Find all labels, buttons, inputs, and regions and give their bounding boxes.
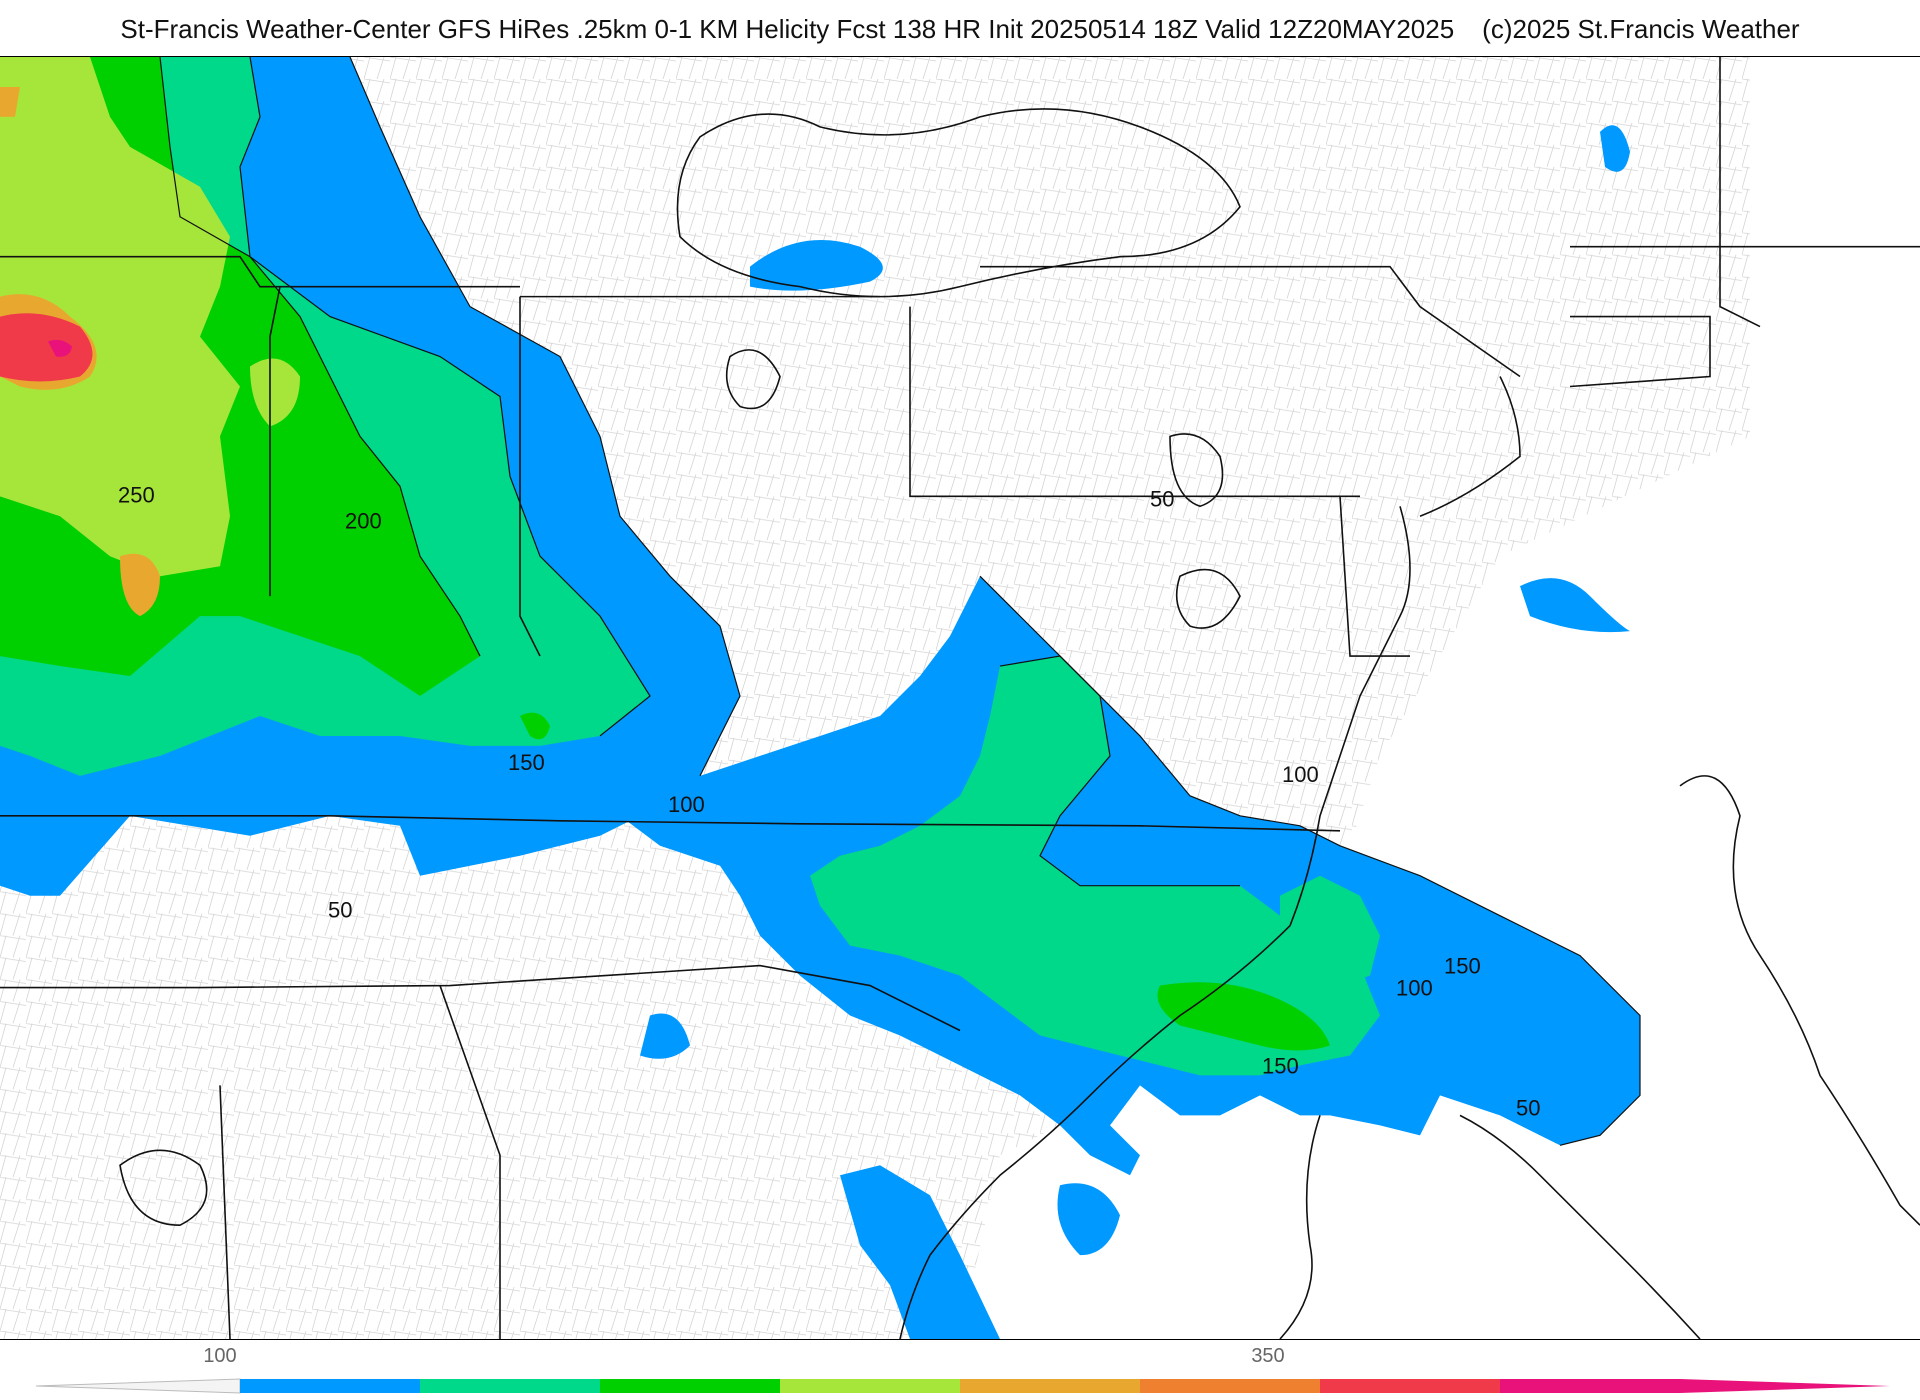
weather-map: 250 200 150 100 50 50 100 150 150 100 50 — [0, 56, 1920, 1340]
contour-label-100-west: 100 — [668, 792, 705, 817]
colorbar-segment — [1500, 1379, 1680, 1393]
colorbar-segment — [600, 1379, 780, 1393]
colorbar-segment — [420, 1379, 600, 1393]
helicity-300-patch-3 — [0, 86, 20, 117]
contour-label-200-west: 200 — [345, 508, 382, 533]
helicity-150-southeast — [810, 656, 1380, 1076]
state-borders — [0, 57, 1920, 1339]
color-legend: 100 350 — [35, 1345, 1890, 1394]
helicity-450-core — [48, 339, 72, 357]
contour-labels: 250 200 150 100 50 50 100 150 150 100 50 — [118, 482, 1540, 1120]
colorbar-segments — [240, 1379, 1680, 1393]
colorbar-segment — [960, 1379, 1140, 1393]
colorbar-tick-350: 350 — [1251, 1345, 1284, 1367]
helicity-100-blob-carolina — [640, 1013, 690, 1059]
helicity-100-blob-south — [1057, 1183, 1120, 1256]
contour-label-50-south: 50 — [1516, 1095, 1540, 1120]
helicity-200-blob-kentucky — [520, 712, 550, 740]
colorbar-segment — [240, 1379, 420, 1393]
helicity-250-west — [0, 57, 240, 577]
helicity-400-core — [0, 313, 93, 382]
colorbar-left-arrow — [35, 1378, 241, 1394]
contour-label-150-west: 150 — [508, 750, 545, 775]
contour-label-150-south: 150 — [1262, 1053, 1299, 1078]
helicity-100-blob-lake-erie — [750, 240, 883, 291]
helicity-100-blob-atlantic — [1520, 578, 1630, 633]
contour-label-100-south: 100 — [1396, 976, 1433, 1001]
contour-label-50-north: 50 — [1150, 486, 1174, 511]
colorbar-segment — [780, 1379, 960, 1393]
helicity-150-coast — [1280, 875, 1380, 986]
copyright-text: (c)2025 St.Francis Weather — [1482, 14, 1800, 44]
chart-title: St-Francis Weather-Center GFS HiRes .25k… — [0, 14, 1920, 54]
colorbar-tick-100: 100 — [203, 1345, 236, 1367]
contour-lines — [159, 57, 1641, 1146]
contour-label-250: 250 — [118, 482, 155, 507]
helicity-200-east — [1157, 982, 1330, 1051]
helicity-100-south-coast — [840, 1165, 1000, 1339]
colorbar-right-arrow — [1680, 1379, 1890, 1393]
colorbar-segment — [1140, 1379, 1320, 1393]
helicity-250-blob — [250, 358, 300, 427]
contour-label-50-west: 50 — [328, 898, 352, 923]
colorbar-segment — [1320, 1379, 1500, 1393]
contour-label-150-east: 150 — [1444, 954, 1481, 979]
helicity-100-blob-new-york — [1600, 125, 1630, 172]
helicity-300-patch-2 — [120, 553, 160, 617]
contour-label-100-east: 100 — [1282, 762, 1319, 787]
title-text: St-Francis Weather-Center GFS HiRes .25k… — [120, 14, 1455, 44]
